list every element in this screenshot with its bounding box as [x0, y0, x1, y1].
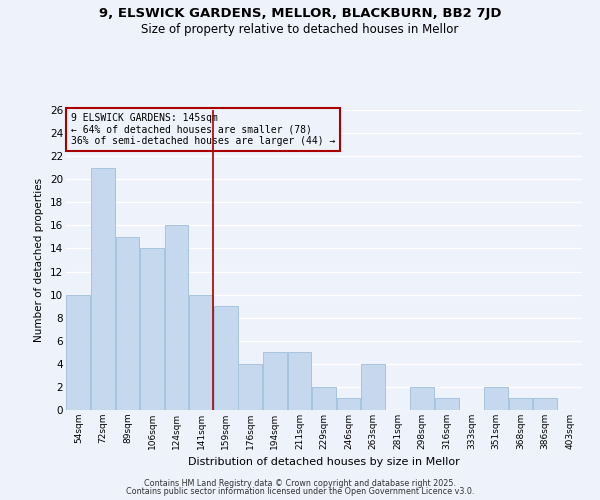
- Bar: [214, 306, 238, 410]
- Bar: [410, 387, 434, 410]
- Bar: [533, 398, 557, 410]
- X-axis label: Distribution of detached houses by size in Mellor: Distribution of detached houses by size …: [188, 458, 460, 468]
- Bar: [361, 364, 385, 410]
- Bar: [287, 352, 311, 410]
- Text: 9, ELSWICK GARDENS, MELLOR, BLACKBURN, BB2 7JD: 9, ELSWICK GARDENS, MELLOR, BLACKBURN, B…: [99, 8, 501, 20]
- Bar: [238, 364, 262, 410]
- Y-axis label: Number of detached properties: Number of detached properties: [34, 178, 44, 342]
- Bar: [140, 248, 164, 410]
- Bar: [67, 294, 90, 410]
- Text: Size of property relative to detached houses in Mellor: Size of property relative to detached ho…: [142, 22, 458, 36]
- Bar: [312, 387, 336, 410]
- Text: Contains public sector information licensed under the Open Government Licence v3: Contains public sector information licen…: [126, 487, 474, 496]
- Text: 9 ELSWICK GARDENS: 145sqm
← 64% of detached houses are smaller (78)
36% of semi-: 9 ELSWICK GARDENS: 145sqm ← 64% of detac…: [71, 113, 335, 146]
- Bar: [263, 352, 287, 410]
- Bar: [91, 168, 115, 410]
- Bar: [164, 226, 188, 410]
- Text: Contains HM Land Registry data © Crown copyright and database right 2025.: Contains HM Land Registry data © Crown c…: [144, 478, 456, 488]
- Bar: [337, 398, 361, 410]
- Bar: [484, 387, 508, 410]
- Bar: [435, 398, 459, 410]
- Bar: [189, 294, 213, 410]
- Bar: [116, 237, 139, 410]
- Bar: [509, 398, 532, 410]
